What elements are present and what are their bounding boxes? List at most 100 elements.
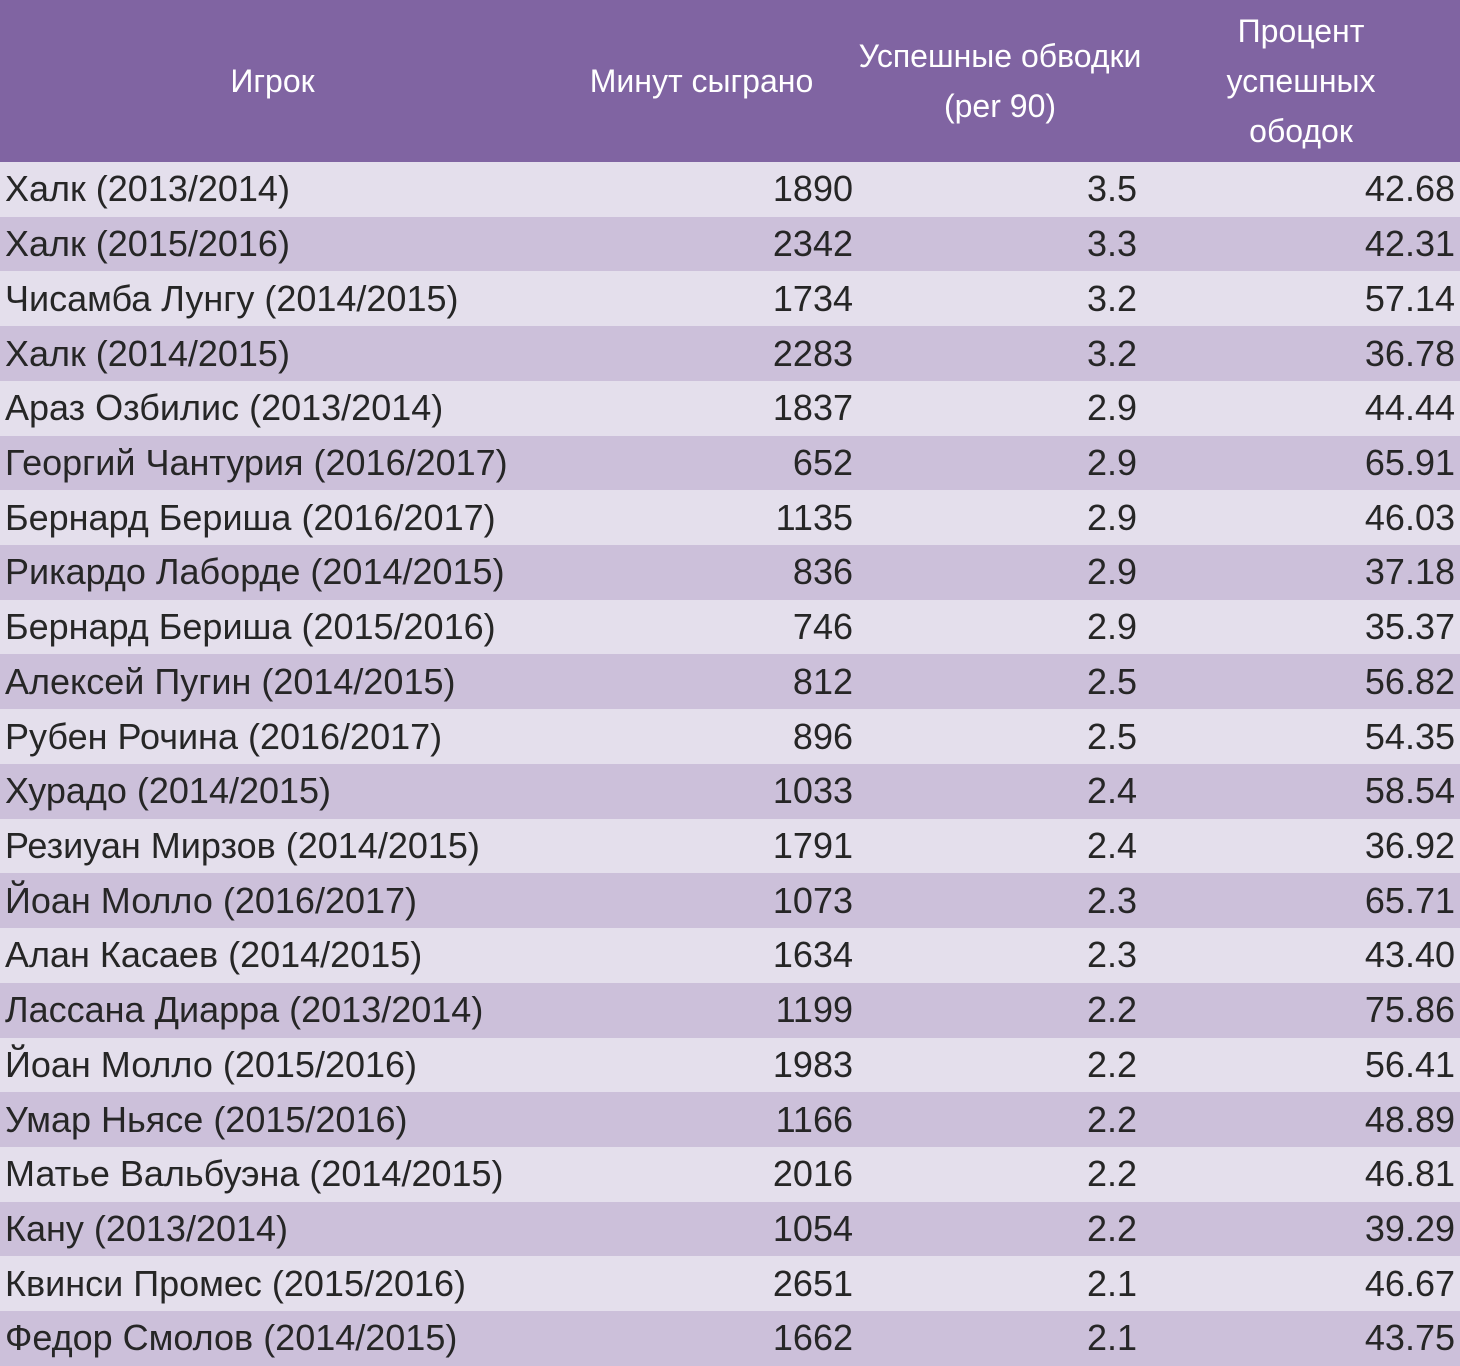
number-cell: 3.2 [1086, 332, 1137, 374]
number-cell: 36.92 [1364, 824, 1455, 866]
number-cell: 39.29 [1364, 1208, 1455, 1250]
number-cell: 746 [792, 606, 853, 648]
number-cell: 2651 [772, 1262, 853, 1304]
player-cell: Лассана Диарра (2013/2014) [5, 989, 484, 1031]
number-cell: 48.89 [1364, 1098, 1455, 1140]
player-cell: Бернард Бериша (2016/2017) [5, 496, 496, 538]
number-cell: 46.03 [1364, 496, 1455, 538]
number-cell: 58.54 [1364, 770, 1455, 812]
player-cell: Араз Озбилис (2013/2014) [5, 387, 444, 429]
number-cell: 1199 [775, 989, 853, 1031]
table-row: Рикардо Лаборде (2014/2015) 836 2.9 37.18 [0, 545, 1460, 600]
number-cell: 2.2 [1086, 1043, 1137, 1085]
number-cell: 2.5 [1086, 660, 1137, 702]
number-cell: 1054 [772, 1208, 853, 1250]
table-row: Йоан Молло (2016/2017) 1073 2.3 65.71 [0, 873, 1460, 929]
table-row: Резиуан Мирзов (2014/2015) 1791 2.4 36.92 [0, 818, 1460, 874]
number-cell: 2.9 [1086, 441, 1137, 483]
table-row: Халк (2013/2014) 1890 3.5 42.68 [0, 162, 1460, 217]
player-cell: Халк (2013/2014) [5, 168, 290, 210]
number-cell: 56.82 [1364, 660, 1455, 702]
table-row: Чисамба Лунгу (2014/2015) 1734 3.2 57.14 [0, 271, 1460, 327]
number-cell: 1634 [772, 934, 853, 976]
number-cell: 2.9 [1086, 387, 1137, 429]
number-cell: 2342 [772, 223, 853, 265]
number-cell: 2.2 [1086, 1153, 1137, 1195]
number-cell: 65.71 [1364, 879, 1455, 921]
number-cell: 2.9 [1086, 496, 1137, 538]
table-row: Квинси Промес (2015/2016) 2651 2.1 46.67 [0, 1256, 1460, 1312]
number-cell: 1166 [775, 1098, 853, 1140]
table-row: Алексей Пугин (2014/2015) 812 2.5 56.82 [0, 654, 1460, 710]
header-cell: Игрок [230, 63, 315, 99]
table-row: Алан Касаев (2014/2015) 1634 2.3 43.40 [0, 928, 1460, 983]
number-cell: 2.1 [1086, 1317, 1137, 1359]
player-cell: Чисамба Лунгу (2014/2015) [5, 277, 459, 319]
player-cell: Алан Касаев (2014/2015) [5, 934, 423, 976]
number-cell: 1890 [772, 168, 853, 210]
player-cell: Халк (2015/2016) [5, 223, 290, 265]
table-row: Араз Озбилис (2013/2014) 1837 2.9 44.44 [0, 380, 1460, 436]
player-cell: Федор Смолов (2014/2015) [5, 1317, 458, 1359]
number-cell: 57.14 [1364, 277, 1455, 319]
number-cell: 1837 [772, 387, 853, 429]
number-cell: 35.37 [1364, 606, 1455, 648]
table-row: Умар Ньясе (2015/2016) 1166 2.2 48.89 [0, 1092, 1460, 1147]
table-row: Халк (2015/2016) 2342 3.3 42.31 [0, 216, 1460, 272]
number-cell: 75.86 [1364, 989, 1455, 1031]
number-cell: 836 [792, 551, 853, 593]
number-cell: 36.78 [1364, 332, 1455, 374]
player-cell: Кану (2013/2014) [5, 1208, 289, 1250]
number-cell: 1734 [772, 277, 853, 319]
number-cell: 3.5 [1086, 168, 1137, 210]
number-cell: 812 [792, 660, 853, 702]
number-cell: 2.5 [1086, 715, 1137, 757]
number-cell: 2.4 [1086, 770, 1137, 812]
number-cell: 2.2 [1086, 1208, 1137, 1250]
player-cell: Бернард Бериша (2015/2016) [5, 606, 496, 648]
table-row: Кану (2013/2014) 1054 2.2 39.29 [0, 1201, 1460, 1257]
player-cell: Халк (2014/2015) [5, 332, 290, 374]
number-cell: 652 [792, 441, 853, 483]
number-cell: 1135 [775, 496, 853, 538]
number-cell: 2.9 [1086, 606, 1137, 648]
table-row: Матье Вальбуэна (2014/2015) 2016 2.2 46.81 [0, 1146, 1460, 1202]
number-cell: 1033 [772, 770, 853, 812]
player-cell: Квинси Промес (2015/2016) [5, 1262, 467, 1304]
number-cell: 2.3 [1086, 879, 1137, 921]
number-cell: 2.4 [1086, 824, 1137, 866]
number-cell: 42.68 [1364, 168, 1455, 210]
number-cell: 42.31 [1364, 223, 1455, 265]
number-cell: 2016 [772, 1153, 853, 1195]
player-cell: Алексей Пугин (2014/2015) [5, 660, 456, 702]
number-cell: 896 [792, 715, 853, 757]
table-row: Халк (2014/2015) 2283 3.2 36.78 [0, 326, 1460, 381]
table-row: Георгий Чантурия (2016/2017) 652 2.9 65.91 [0, 435, 1460, 491]
table-row: Хурадо (2014/2015) 1033 2.4 58.54 [0, 763, 1460, 819]
player-cell: Умар Ньясе (2015/2016) [5, 1098, 408, 1140]
number-cell: 2.9 [1086, 551, 1137, 593]
number-cell: 43.75 [1364, 1317, 1455, 1359]
player-cell: Георгий Чантурия (2016/2017) [5, 441, 508, 483]
number-cell: 37.18 [1364, 551, 1455, 593]
number-cell: 1791 [772, 824, 853, 866]
number-cell: 46.67 [1364, 1262, 1455, 1304]
number-cell: 1662 [772, 1317, 853, 1359]
number-cell: 54.35 [1364, 715, 1455, 757]
header-cell: Минут сыграно [589, 63, 814, 99]
number-cell: 2.2 [1086, 989, 1137, 1031]
header-row: Игрок Минут сыграно Успешные обводки (pe… [0, 0, 1460, 162]
player-cell: Резиуан Мирзов (2014/2015) [5, 824, 480, 866]
player-cell: Йоан Молло (2015/2016) [5, 1043, 418, 1085]
number-cell: 2.1 [1086, 1262, 1137, 1304]
header-cell: Процент успешных ободок [1226, 13, 1376, 149]
header-cell: Успешные обводки (per 90) [858, 38, 1142, 124]
number-cell: 2283 [772, 332, 853, 374]
number-cell: 43.40 [1364, 934, 1455, 976]
number-cell: 1073 [772, 879, 853, 921]
number-cell: 56.41 [1364, 1043, 1455, 1085]
number-cell: 2.3 [1086, 934, 1137, 976]
number-cell: 3.3 [1086, 223, 1137, 265]
table-row: Бернард Бериша (2016/2017) 1135 2.9 46.03 [0, 490, 1460, 546]
